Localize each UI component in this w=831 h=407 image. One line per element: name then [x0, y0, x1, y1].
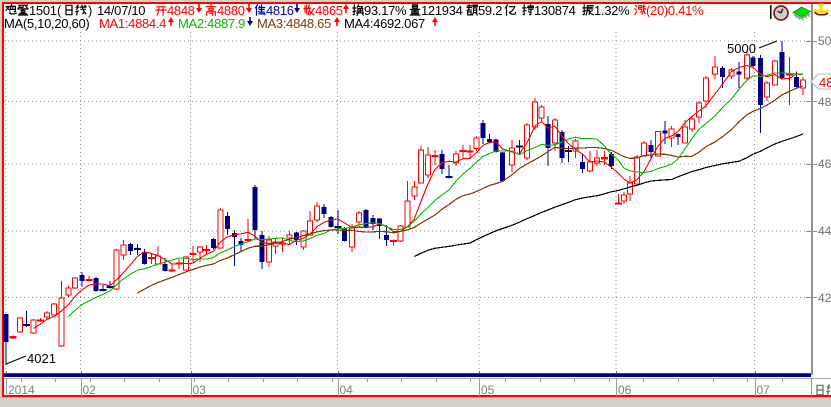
- svg-text:5000: 5000: [727, 41, 756, 56]
- svg-text:4021: 4021: [27, 351, 56, 366]
